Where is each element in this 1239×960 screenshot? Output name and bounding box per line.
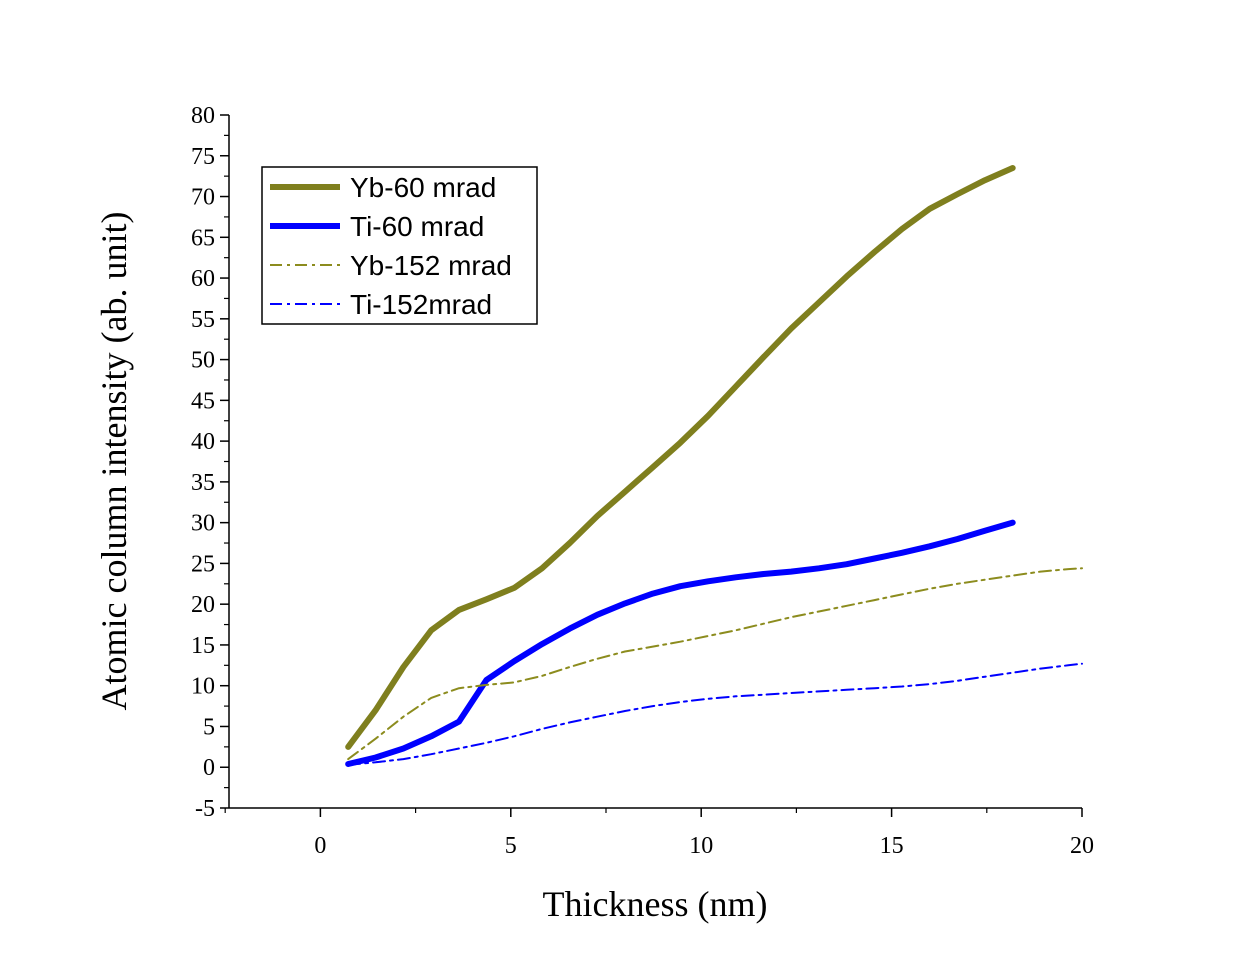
series-line-1	[345, 165, 1016, 750]
y-tick-label: 55	[191, 307, 215, 333]
y-tick-label: 65	[191, 225, 215, 251]
y-tick-label: 0	[203, 755, 215, 781]
y-tick-label: 70	[191, 185, 215, 211]
x-tick-label: 15	[880, 833, 904, 859]
plot-lines	[345, 165, 1083, 767]
y-tick-label: 75	[191, 144, 215, 170]
y-tick-label: 15	[191, 633, 215, 659]
tick-labels: 0 5 10 15 20 -5 0 5 10 15 20 25 30 35 40 45 50 55 60 65 70 75…	[191, 103, 1094, 859]
series-line-2	[345, 519, 1016, 767]
x-tick-label: 0	[314, 833, 326, 859]
legend-label-2: Ti-60 mrad	[350, 211, 484, 242]
y-tick-label: 5	[203, 714, 215, 740]
y-tick-label: 45	[191, 388, 215, 414]
x-tick-label: 20	[1070, 833, 1094, 859]
y-tick-label: -5	[195, 796, 215, 822]
y-tick-label: 25	[191, 551, 215, 577]
legend-label-1: Yb-60 mrad	[350, 172, 496, 203]
series-line-4	[347, 662, 1083, 766]
legend-label-4: Ti-152mrad	[350, 289, 492, 320]
axes	[220, 114, 1083, 817]
y-axis-title: Atomic column intensity (ab. unit)	[94, 212, 134, 711]
y-tick-label: 20	[191, 592, 215, 618]
legend: Yb-60 mrad Ti-60 mrad Yb-152 mrad Ti-152mra…	[261, 166, 538, 325]
y-tick-label: 35	[191, 470, 215, 496]
x-tick-label: 5	[505, 833, 517, 859]
x-axis-title: Thickness (nm)	[543, 884, 768, 924]
y-tick-label: 10	[191, 674, 215, 700]
y-tick-label: 30	[191, 511, 215, 537]
legend-label-3: Yb-152 mrad	[350, 250, 512, 281]
y-tick-label: 40	[191, 429, 215, 455]
x-tick-label: 10	[689, 833, 713, 859]
y-tick-label: 60	[191, 266, 215, 292]
y-tick-label: 50	[191, 348, 215, 374]
legend-box	[261, 166, 538, 325]
series-line-3	[347, 567, 1083, 761]
y-tick-label: 80	[191, 103, 215, 129]
legend-items: Yb-60 mrad Ti-60 mrad Yb-152 mrad Ti-152mra…	[270, 172, 512, 320]
